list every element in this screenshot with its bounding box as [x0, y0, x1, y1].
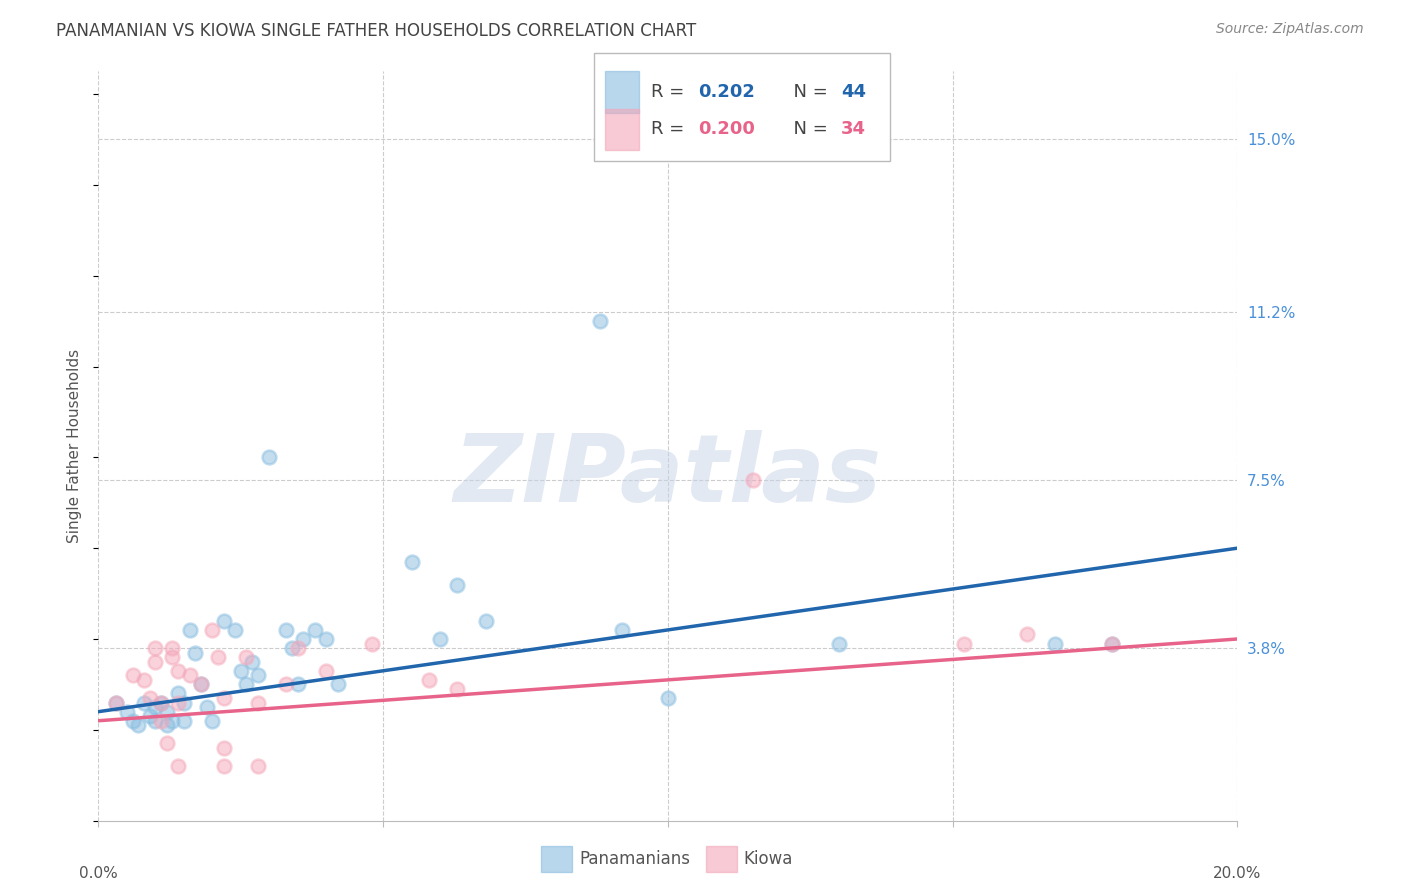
Point — [224, 623, 246, 637]
Point — [742, 473, 765, 487]
Point — [167, 696, 190, 710]
Point — [195, 700, 218, 714]
Point — [474, 614, 496, 628]
Bar — [605, 109, 640, 150]
Point — [235, 677, 257, 691]
Point — [240, 655, 263, 669]
Point — [115, 705, 138, 719]
Point — [212, 614, 235, 628]
Point — [138, 709, 160, 723]
Point — [326, 677, 349, 691]
FancyBboxPatch shape — [593, 53, 890, 161]
Point — [150, 696, 173, 710]
Point — [401, 555, 423, 569]
Point — [207, 650, 229, 665]
Point — [162, 650, 184, 665]
Point — [315, 632, 337, 646]
Point — [281, 641, 304, 656]
Point — [315, 664, 337, 678]
Point — [150, 714, 173, 728]
Point — [418, 673, 440, 687]
Point — [190, 677, 212, 691]
Point — [156, 705, 179, 719]
Point — [179, 668, 201, 682]
Point — [953, 636, 976, 650]
Point — [145, 714, 167, 728]
Text: ZIPatlas: ZIPatlas — [454, 430, 882, 522]
Point — [212, 691, 235, 706]
Point — [184, 646, 207, 660]
Text: 0.0%: 0.0% — [79, 866, 118, 881]
Text: 20.0%: 20.0% — [1213, 866, 1261, 881]
Point — [173, 696, 195, 710]
Point — [201, 623, 224, 637]
Point — [828, 636, 851, 650]
Point — [1101, 636, 1123, 650]
Text: 0.202: 0.202 — [699, 83, 755, 101]
Point — [246, 696, 269, 710]
Point — [235, 650, 257, 665]
Point — [1015, 627, 1038, 641]
Y-axis label: Single Father Households: Single Father Households — [67, 349, 83, 543]
Point — [229, 664, 252, 678]
Point — [179, 623, 201, 637]
Point — [104, 696, 127, 710]
Text: Source: ZipAtlas.com: Source: ZipAtlas.com — [1216, 22, 1364, 37]
Point — [276, 623, 298, 637]
Point — [212, 741, 235, 756]
Point — [167, 759, 190, 773]
Text: N =: N = — [782, 120, 834, 138]
Bar — [605, 71, 640, 112]
Point — [446, 681, 468, 696]
Point — [145, 655, 167, 669]
Point — [201, 714, 224, 728]
Point — [132, 673, 155, 687]
Point — [612, 623, 634, 637]
Point — [173, 714, 195, 728]
Point — [588, 314, 610, 328]
Point — [1101, 636, 1123, 650]
Text: 34: 34 — [841, 120, 866, 138]
Point — [190, 677, 212, 691]
Text: R =: R = — [651, 120, 690, 138]
Point — [246, 668, 269, 682]
Point — [304, 623, 326, 637]
Point — [657, 691, 679, 706]
Point — [276, 677, 298, 691]
Point — [212, 759, 235, 773]
Point — [167, 686, 190, 700]
Point — [429, 632, 451, 646]
Point — [162, 641, 184, 656]
Point — [104, 696, 127, 710]
Point — [446, 577, 468, 591]
Point — [360, 636, 382, 650]
Point — [121, 668, 143, 682]
Point — [145, 700, 167, 714]
Point — [156, 718, 179, 732]
Point — [121, 714, 143, 728]
Text: PANAMANIAN VS KIOWA SINGLE FATHER HOUSEHOLDS CORRELATION CHART: PANAMANIAN VS KIOWA SINGLE FATHER HOUSEH… — [56, 22, 696, 40]
Point — [145, 641, 167, 656]
Point — [1043, 636, 1066, 650]
Text: 0.200: 0.200 — [699, 120, 755, 138]
Point — [292, 632, 315, 646]
Text: N =: N = — [782, 83, 834, 101]
Point — [162, 714, 184, 728]
Point — [138, 691, 160, 706]
Text: Kiowa: Kiowa — [744, 850, 793, 868]
Point — [132, 696, 155, 710]
Point — [150, 696, 173, 710]
Point — [156, 736, 179, 750]
Point — [167, 664, 190, 678]
Point — [259, 450, 281, 465]
Text: 44: 44 — [841, 83, 866, 101]
Text: R =: R = — [651, 83, 690, 101]
Point — [127, 718, 149, 732]
Point — [246, 759, 269, 773]
Point — [287, 641, 309, 656]
Text: Panamanians: Panamanians — [579, 850, 690, 868]
Point — [287, 677, 309, 691]
